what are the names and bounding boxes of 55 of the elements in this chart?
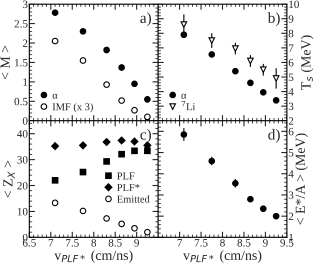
x-tick-label: 8.5 <box>108 239 122 247</box>
x-tick-label: 8 <box>220 239 225 247</box>
y-tick-label: 3 <box>288 191 294 199</box>
legend-label: Emitted <box>117 195 150 203</box>
x-tick-label: 9 <box>263 239 268 247</box>
y-axis-title: < Z$_{X}$ > <box>3 160 15 198</box>
x-tick-label: 6.5 <box>22 239 36 247</box>
x-tick-label: 7.5 <box>194 239 208 247</box>
x-tick-label: 9 <box>134 239 139 247</box>
y-tick-label: 8 <box>288 30 294 38</box>
y-tick-label: 10 <box>289 0 299 8</box>
y-tick-label: 2 <box>22 40 28 47</box>
y-tick-label: 5 <box>288 149 294 157</box>
annotation: a) <box>140 12 151 26</box>
x-tick-label: 7.5 <box>66 239 79 247</box>
x-tick-label: 7 <box>178 239 182 246</box>
x-tick-label: 9.5 <box>280 239 294 247</box>
x-tick-label: 8.5 <box>237 239 250 247</box>
y-tick-label: 0 <box>22 234 28 242</box>
y-tick-label: 6 <box>288 128 294 136</box>
y-tick-label: 2 <box>288 212 294 220</box>
y-axis-title: T$_{s}$ (MeV) <box>300 35 314 90</box>
x-tick-label: 8 <box>91 239 96 247</box>
y-tick-label: 9 <box>288 15 294 23</box>
legend-label: α <box>52 94 58 99</box>
legend-label: PLF <box>117 172 134 180</box>
legend-label: IMF (x 3) <box>52 102 93 112</box>
y-axis-title: < M > <box>0 46 10 80</box>
x-tick-label: 7 <box>48 239 54 246</box>
y-axis-title: < E*/A > (MeV) <box>295 133 308 225</box>
y-tick-label: 2 <box>288 117 294 125</box>
y-tick-label: 20 <box>17 182 28 190</box>
y-tick-label: 40 <box>17 130 28 138</box>
y-tick-label: 2.5 <box>14 20 28 28</box>
x-axis-title: v$_{PLF*}$ (cm/ns) <box>54 250 133 263</box>
annotation: d) <box>268 128 280 143</box>
y-tick-label: 1.5 <box>15 58 28 66</box>
y-tick-label: 1 <box>23 78 28 86</box>
y-tick-label: 3 <box>22 0 28 8</box>
y-tick-label: 4 <box>288 170 294 178</box>
annotation: c) <box>140 128 151 143</box>
y-tick-label: 3 <box>288 102 294 110</box>
y-tick-label: 10 <box>18 208 28 216</box>
y-tick-label: 5 <box>288 74 294 81</box>
legend-label: $^{7}$Li <box>182 101 196 110</box>
y-tick-label: 4 <box>288 88 294 96</box>
legend-label: PLF* <box>117 184 140 191</box>
y-tick-label: 6 <box>288 58 294 66</box>
annotation: b) <box>268 12 280 26</box>
y-tick-label: 7 <box>289 44 294 52</box>
legend-label: α <box>181 94 186 99</box>
x-axis-title: v$_{PLF*}$ (cm/ns) <box>183 250 262 263</box>
y-tick-label: 30 <box>17 156 28 164</box>
y-tick-label: 0 <box>22 117 28 125</box>
y-tick-label: 0.5 <box>14 98 28 106</box>
